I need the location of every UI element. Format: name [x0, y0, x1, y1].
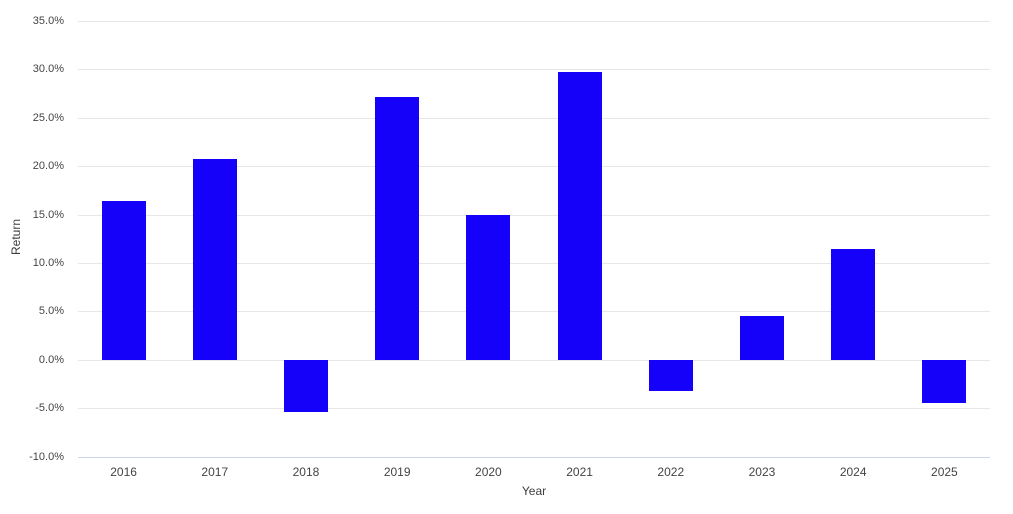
- gridline-15.0%: [78, 214, 990, 216]
- bar-2019[interactable]: [375, 97, 420, 360]
- x-tick-label-2023: 2023: [748, 465, 776, 479]
- x-tick-label-2018: 2018: [292, 465, 320, 479]
- bar-2025[interactable]: [922, 359, 967, 404]
- bar-2018[interactable]: [284, 359, 328, 413]
- x-tick-label-2025: 2025: [931, 465, 958, 479]
- y-tick-label-10.0%: 10.0%: [32, 256, 64, 269]
- x-tick-label-2017: 2017: [201, 465, 229, 479]
- gridline-5.0%: [78, 311, 990, 313]
- bar-2024[interactable]: [831, 249, 876, 360]
- bar-2020[interactable]: [466, 215, 511, 360]
- y-tick-label-35.0%: 35.0%: [32, 14, 64, 27]
- x-tick-label-2016: 2016: [110, 465, 137, 479]
- x-tick-label-2019: 2019: [383, 465, 411, 479]
- y-tick-label-25.0%: 25.0%: [32, 111, 64, 124]
- gridline-20.0%: [78, 166, 990, 167]
- bar-2017[interactable]: [192, 159, 237, 360]
- gridline-30.0%: [78, 69, 990, 71]
- y-tick-label-0.0%: 0.0%: [38, 353, 64, 366]
- x-axis-line: [78, 456, 990, 458]
- y-axis-title: Return: [9, 218, 23, 256]
- gridline-35.0%: [78, 20, 990, 22]
- x-axis-title: Year: [521, 484, 547, 498]
- x-tick-label-2021: 2021: [566, 465, 593, 479]
- y-tick-label-5.0%: 5.0%: [38, 305, 64, 318]
- gridline--5.0%: [78, 408, 990, 410]
- y-tick-label-30.0%: 30.0%: [32, 63, 64, 76]
- x-tick-label-2024: 2024: [839, 465, 867, 479]
- bar-2016[interactable]: [101, 200, 146, 360]
- y-tick-label-20.0%: 20.0%: [32, 160, 64, 172]
- gridline-10.0%: [78, 262, 990, 264]
- y-tick-label-15.0%: 15.0%: [32, 208, 64, 221]
- bar-2022[interactable]: [648, 359, 693, 391]
- y-tick-label--10.0%: -10.0%: [29, 450, 64, 463]
- x-tick-label-2022: 2022: [657, 465, 685, 479]
- bar-2023[interactable]: [740, 316, 784, 360]
- gridline-25.0%: [78, 117, 990, 119]
- x-tick-label-2020: 2020: [475, 465, 502, 479]
- bar-2021[interactable]: [557, 72, 602, 360]
- gridline-0.0%: [78, 359, 990, 361]
- y-tick-label--5.0%: -5.0%: [35, 402, 64, 415]
